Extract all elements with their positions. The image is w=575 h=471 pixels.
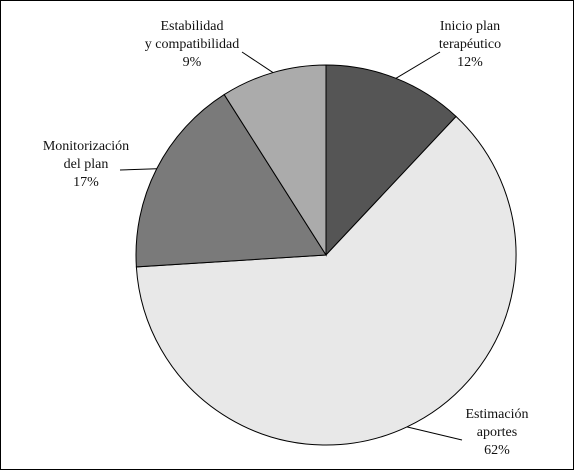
pie-slice — [135, 93, 327, 268]
slice-label: Monitorización del plan — [43, 139, 129, 172]
leader-line — [406, 426, 463, 441]
slice-label: Estabilidad y compatibilidad — [145, 19, 239, 52]
slice-value-label: 17% — [73, 175, 99, 190]
slice-label: Inicio plan terapéutico — [439, 19, 501, 52]
pie-slice — [325, 64, 457, 257]
slice-value-label: 9% — [183, 55, 202, 70]
leader-line — [119, 168, 157, 171]
slice-label: Estimación aportes — [466, 407, 529, 440]
leader-line — [395, 51, 441, 79]
pie-slice — [135, 115, 517, 446]
slice-value-label: 12% — [457, 55, 483, 70]
slice-value-label: 62% — [484, 443, 510, 458]
leader-line — [241, 51, 274, 73]
pie-slice — [223, 64, 327, 257]
